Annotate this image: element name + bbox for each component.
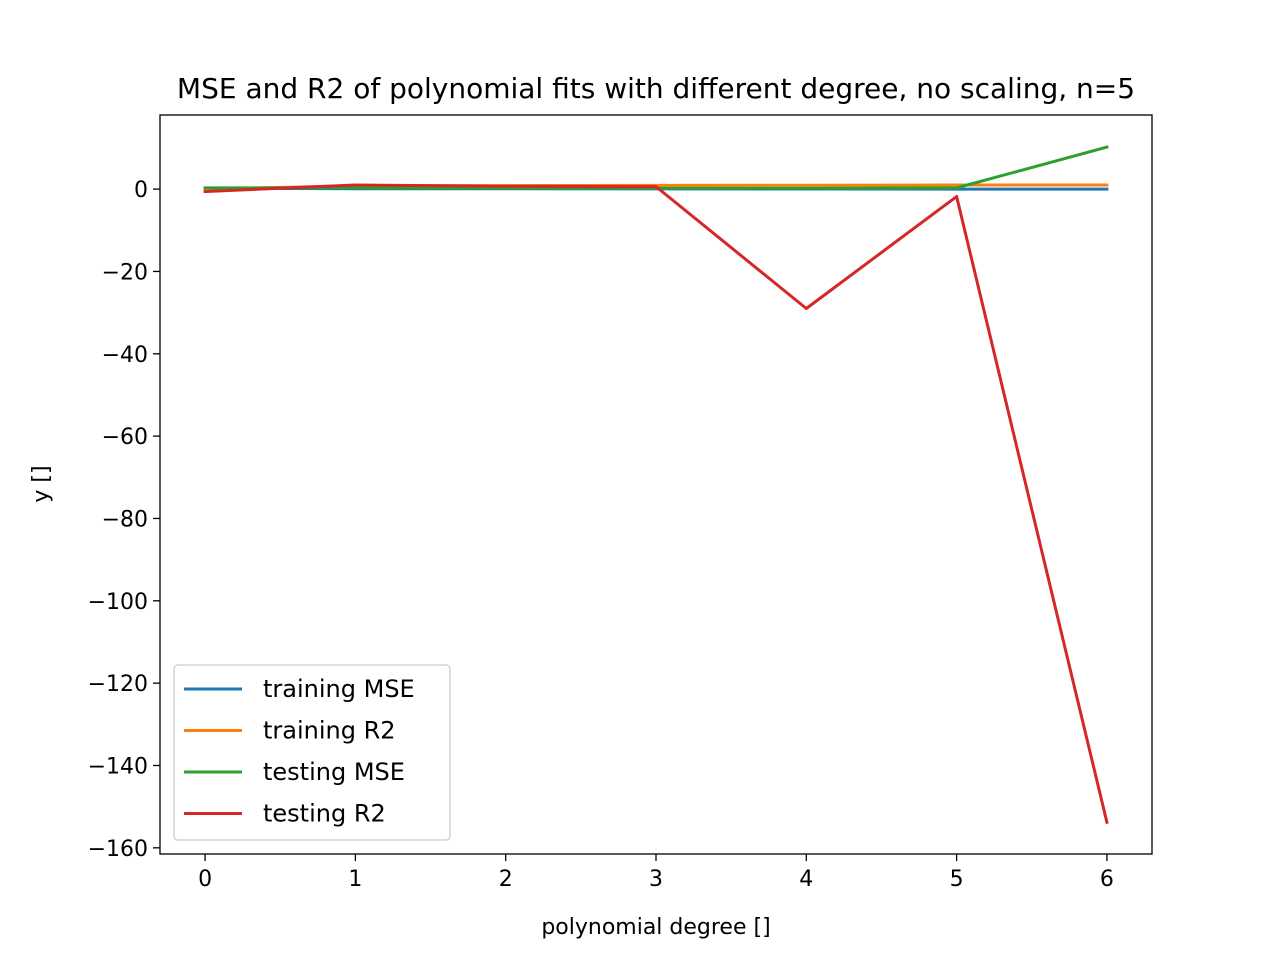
x-tick-label: 1 [348,867,362,892]
legend-label: testing R2 [263,800,386,828]
series-line-testing-r2 [203,183,1109,825]
y-tick-label: −160 [88,837,148,862]
y-tick-label: 0 [134,178,148,203]
legend-label: testing MSE [263,758,405,786]
legend: training MSE training R2 testing MSE testin… [173,664,451,841]
x-axis: 0 1 2 3 4 5 6 [198,854,1114,892]
x-tick-label: 6 [1100,867,1114,892]
y-tick-label: −140 [88,754,148,779]
chart-title: MSE and R2 of polynomial fits with diffe… [177,72,1135,105]
legend-label: training R2 [263,717,396,745]
x-tick-label: 2 [499,867,513,892]
x-tick-label: 5 [950,867,964,892]
y-tick-label: −80 [102,507,148,532]
series-layer [203,145,1109,825]
y-tick-label: −40 [102,343,148,368]
x-tick-label: 3 [649,867,663,892]
y-tick-label: −60 [102,425,148,450]
y-tick-label: −100 [88,590,148,615]
x-axis-label: polynomial degree [] [541,915,770,940]
y-axis: 0 −20 −40 −60 −80 −100 −120 −140 −160 [88,178,160,862]
y-tick-label: −20 [102,260,148,285]
legend-label: training MSE [263,675,415,703]
legend-box [173,664,451,841]
y-tick-label: −120 [88,672,148,697]
x-tick-label: 4 [799,867,813,892]
x-tick-label: 0 [198,867,212,892]
y-axis-label: y [] [29,465,54,502]
